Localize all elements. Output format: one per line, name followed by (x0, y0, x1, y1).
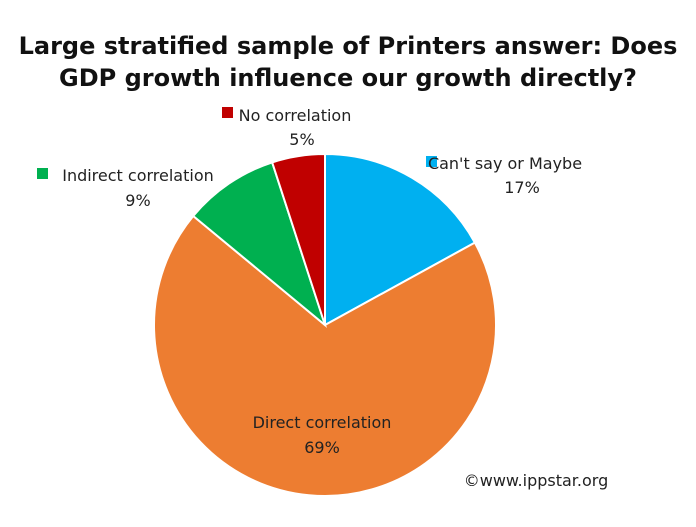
slice-value-label-no-correlation: 5% (289, 130, 314, 149)
legend-key-can-t-say-or-maybe (426, 156, 437, 167)
slice-name-label-no-correlation: No correlation (239, 106, 352, 125)
legend-key-no-correlation (222, 107, 233, 118)
chart-title-line-1: Large stratified sample of Printers answ… (19, 32, 678, 60)
pie-slice-indirect-correlation (191, 161, 328, 328)
slice-name-label-direct-correlation: Direct correlation (253, 413, 392, 432)
chart-title-line-2: GDP growth influence our growth directly… (59, 64, 637, 92)
slice-name-label-can-t-say-or-maybe: Can't say or Maybe (428, 154, 582, 173)
slice-value-label-can-t-say-or-maybe: 17% (504, 178, 540, 197)
pie-slice-direct-correlation (153, 214, 497, 497)
pie-slice-no-correlation (270, 152, 326, 326)
slice-value-label-indirect-correlation: 9% (125, 191, 150, 210)
slice-value-label-direct-correlation: 69% (304, 438, 340, 457)
slice-name-label-indirect-correlation: Indirect correlation (62, 166, 214, 185)
pie-slices (153, 152, 497, 497)
pie-slice-can-t-say-or-maybe (324, 152, 477, 327)
legend-key-indirect-correlation (37, 168, 48, 179)
copyright-text: ©www.ippstar.org (464, 471, 608, 490)
slice-labels: Can't say or Maybe 17% Direct correlation 6… (37, 106, 582, 457)
